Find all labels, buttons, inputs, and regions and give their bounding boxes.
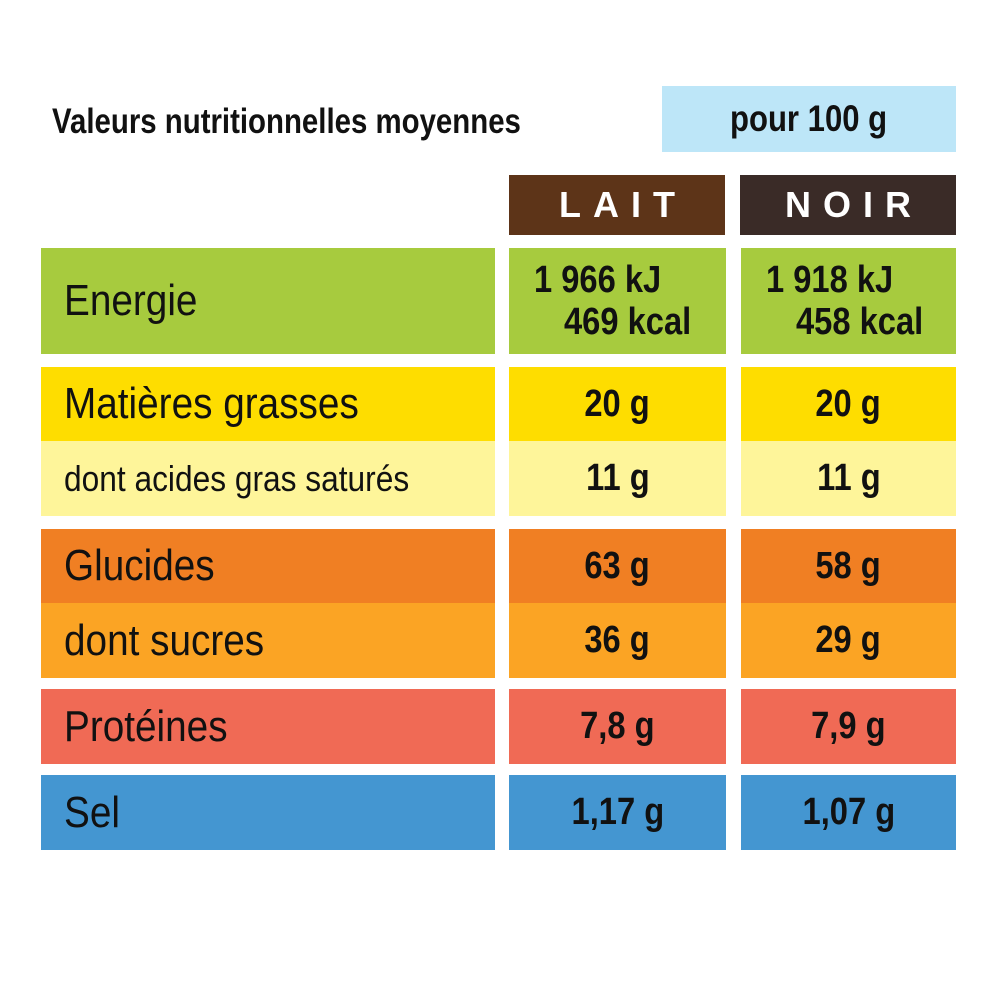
value-energie-noir: 1 918 kJ 458 kcal bbox=[741, 248, 956, 354]
label-energie: Energie bbox=[64, 276, 198, 325]
table-title: Valeurs nutritionnelles moyennes bbox=[52, 102, 521, 141]
value-glucides-noir: 58 g bbox=[741, 529, 956, 603]
label-matieres-grasses: Matières grasses bbox=[64, 379, 359, 428]
value-text: 20 g bbox=[584, 382, 651, 425]
value-proteines-lait: 7,8 g bbox=[509, 689, 726, 764]
value-text: 58 g bbox=[815, 544, 882, 587]
row-label-acides-gras-satures: dont acides gras saturés bbox=[41, 441, 495, 516]
value-glucides-lait: 63 g bbox=[509, 529, 726, 603]
value-energie-lait-kj: 1 966 kJ bbox=[534, 259, 662, 301]
value-text: 29 g bbox=[815, 619, 882, 661]
label-proteines: Protéines bbox=[64, 701, 228, 751]
value-text: 20 g bbox=[815, 382, 882, 425]
unit-label: pour 100 g bbox=[730, 98, 888, 139]
value-sucres-lait: 36 g bbox=[509, 603, 726, 678]
value-energie-noir-kj: 1 918 kJ bbox=[766, 259, 894, 301]
value-text: 7,9 g bbox=[811, 705, 886, 747]
value-sel-lait: 1,17 g bbox=[509, 775, 726, 850]
label-sel: Sel bbox=[64, 787, 120, 837]
row-label-matieres-grasses: Matières grasses bbox=[41, 367, 495, 441]
value-energie-noir-kcal: 458 kcal bbox=[796, 301, 924, 343]
row-label-proteines: Protéines bbox=[41, 689, 495, 764]
row-label-sucres: dont sucres bbox=[41, 603, 495, 678]
value-matieres-grasses-noir: 20 g bbox=[741, 367, 956, 441]
value-text: 63 g bbox=[584, 544, 651, 587]
value-text: 36 g bbox=[584, 619, 651, 661]
column-header-noir: NOIR bbox=[740, 175, 956, 235]
column-header-lait: LAIT bbox=[509, 175, 725, 235]
row-label-sel: Sel bbox=[41, 775, 495, 850]
value-sel-noir: 1,07 g bbox=[741, 775, 956, 850]
unit-badge: pour 100 g bbox=[662, 86, 956, 152]
label-acides-gras-satures: dont acides gras saturés bbox=[64, 457, 410, 499]
value-text: 11 g bbox=[816, 457, 881, 499]
value-energie-lait: 1 966 kJ 469 kcal bbox=[509, 248, 726, 354]
value-sucres-noir: 29 g bbox=[741, 603, 956, 678]
label-sucres: dont sucres bbox=[64, 615, 265, 665]
value-proteines-noir: 7,9 g bbox=[741, 689, 956, 764]
value-acides-gras-satures-noir: 11 g bbox=[741, 441, 956, 516]
value-text: 1,17 g bbox=[571, 791, 664, 833]
row-label-glucides: Glucides bbox=[41, 529, 495, 603]
value-matieres-grasses-lait: 20 g bbox=[509, 367, 726, 441]
value-text: 11 g bbox=[585, 457, 650, 499]
value-acides-gras-satures-lait: 11 g bbox=[509, 441, 726, 516]
value-energie-lait-kcal: 469 kcal bbox=[564, 301, 692, 343]
row-label-energie: Energie bbox=[41, 248, 495, 354]
label-glucides: Glucides bbox=[64, 541, 215, 590]
value-text: 1,07 g bbox=[802, 791, 895, 833]
value-text: 7,8 g bbox=[580, 705, 655, 747]
